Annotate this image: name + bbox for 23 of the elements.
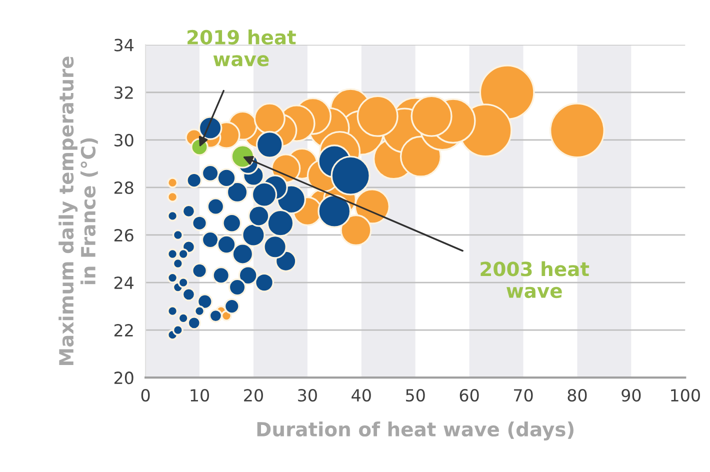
y-tick-label: 28	[114, 181, 134, 194]
x-tick-label: 80	[568, 389, 587, 402]
y-tick-label: 20	[114, 372, 134, 384]
y-tick-label: 22	[114, 324, 133, 336]
annotation: 2003 heat wave	[480, 261, 590, 298]
x-tick-label: 40	[352, 389, 371, 402]
x-tick-label: 20	[244, 389, 263, 402]
y-tick-label: 32	[114, 86, 133, 99]
annotation: 2019 heat wave	[188, 30, 296, 66]
x-tick-label: 90	[622, 389, 641, 402]
x-tick-label: 60	[460, 389, 479, 402]
x-tick-label: 10	[190, 389, 210, 402]
x-axis-title: Duration of heat wave (days)	[257, 422, 574, 440]
y-tick-label: 34	[114, 38, 134, 52]
y-tick-label: 24	[114, 276, 134, 289]
x-tick-label: 0	[141, 389, 150, 402]
x-tick-label: 70	[514, 389, 533, 402]
y-tick-label: 26	[114, 228, 134, 242]
x-tick-label: 50	[406, 389, 425, 402]
y-axis-title: Maximum daily temperature in France (°C)	[58, 56, 98, 365]
y-tick-label: 30	[114, 134, 134, 146]
x-tick-label: 100	[671, 389, 700, 402]
x-tick-label: 30	[298, 389, 317, 402]
